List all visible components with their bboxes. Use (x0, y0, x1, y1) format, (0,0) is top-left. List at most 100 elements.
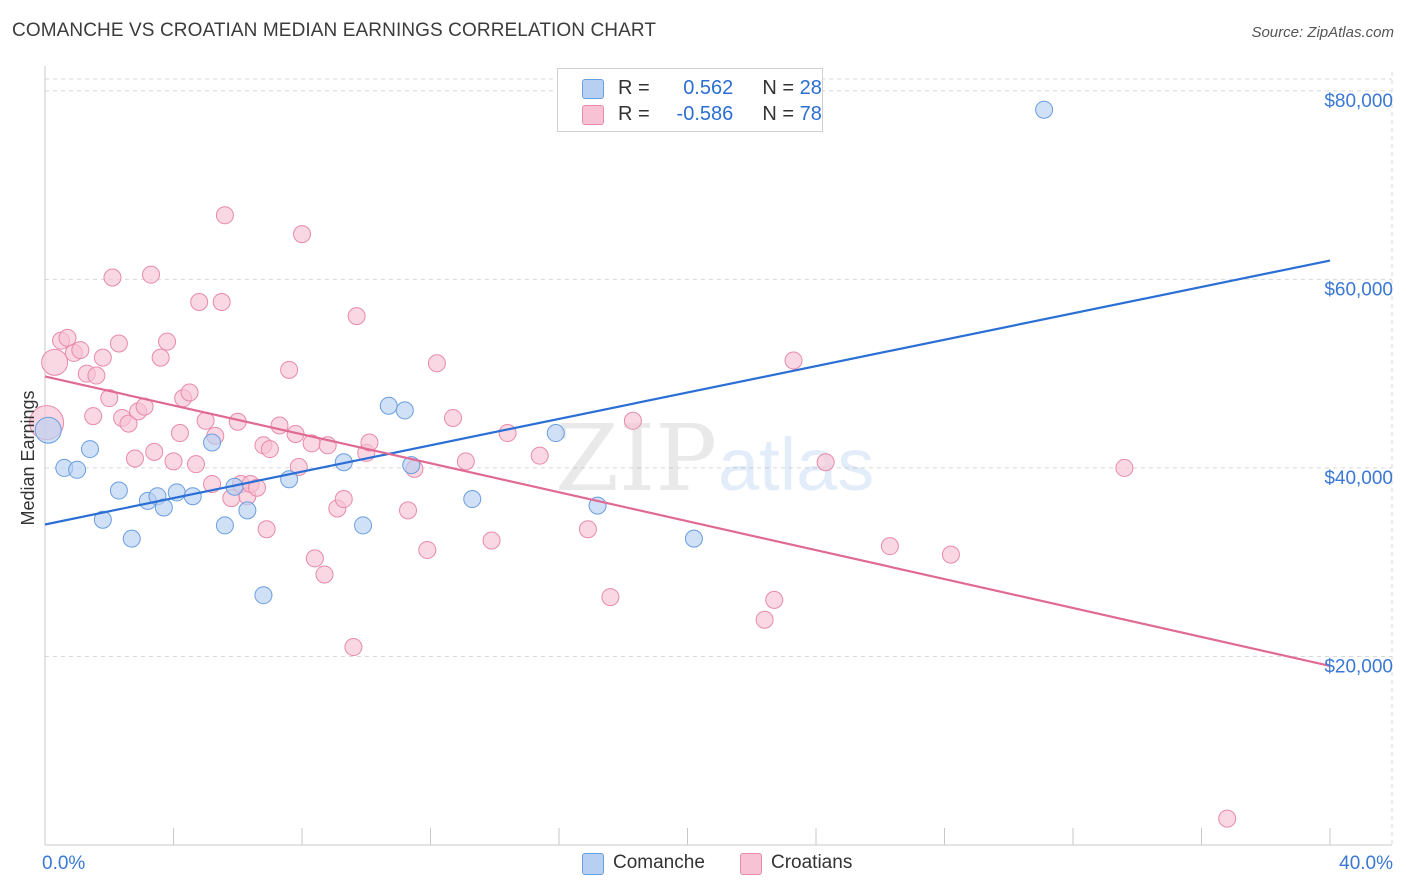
croatians-point (41, 348, 69, 376)
source-label: Source: ZipAtlas.com (1251, 24, 1394, 41)
croatians-point (1115, 458, 1134, 477)
croatians-point (880, 537, 899, 556)
croatians-point (164, 452, 183, 471)
comanche-point (122, 529, 141, 548)
y-tick-label: $60,000 (1324, 279, 1393, 300)
swatch-croatians (740, 853, 762, 875)
croatians-point (260, 440, 279, 459)
comanche-point (238, 501, 257, 520)
croatians-point (578, 520, 597, 539)
croatians-point (190, 293, 209, 312)
watermark-atlas: atlas (718, 423, 874, 506)
comanche-point (463, 490, 482, 509)
axis-labels: $20,000 $40,000 $60,000 $80,000 0.0% 40.0% Med… (18, 91, 1393, 874)
croatians-point (315, 565, 334, 584)
chart-title: COMANCHE VS CROATIAN MEDIAN EARNINGS COR… (12, 20, 657, 41)
croatians-point (816, 453, 835, 472)
y-axis-title: Median Earnings (18, 390, 38, 525)
x-tick-label: 40.0% (1339, 853, 1393, 874)
croatians-point (180, 383, 199, 402)
comanche-point (354, 516, 373, 535)
x-tick-label: 0.0% (42, 853, 85, 874)
croatians-point (601, 588, 620, 607)
legend-swatch-comanche (582, 79, 604, 99)
legend-r-value: -0.586 (676, 103, 734, 125)
legend-label-croatians: Croatians (771, 852, 853, 873)
legend-n-value: 28 (799, 77, 822, 99)
croatians-point (305, 549, 324, 568)
comanche-point (215, 516, 234, 535)
comanche-point (395, 401, 414, 420)
croatians-point (186, 455, 205, 474)
comanche-point (80, 440, 99, 459)
comanche-point (34, 416, 62, 444)
y-tick-label: $80,000 (1324, 91, 1393, 112)
croatians-point (248, 478, 267, 497)
croatians-point (100, 389, 119, 408)
axes (44, 66, 1392, 846)
croatians-point (427, 354, 446, 373)
trend-lines (44, 259, 1331, 667)
croatians-point (93, 348, 112, 367)
croatians-point (215, 206, 234, 225)
croatians-point (293, 225, 311, 244)
croatians-point (784, 351, 803, 370)
croatians-point (212, 293, 231, 312)
croatians-point (941, 545, 960, 564)
croatians-point (1218, 809, 1237, 828)
croatians-point (257, 520, 276, 539)
croatians-point (623, 411, 642, 430)
comanche-point (68, 460, 87, 479)
croatians-point (443, 408, 462, 427)
croatians-point (125, 449, 144, 468)
comanche-point (546, 424, 565, 443)
correlation-legend: R = 0.562 N = 28 R = -0.586 N = 78 (557, 68, 823, 132)
croatians-point (170, 424, 189, 443)
legend-n-label: N = (762, 103, 795, 125)
croatians-point (109, 334, 128, 353)
comanche-point (93, 510, 112, 529)
comanche-point (379, 396, 398, 415)
legend-r-value: 0.562 (683, 77, 734, 99)
croatians-point (498, 424, 517, 443)
croatians-point (84, 407, 103, 426)
croatians-point (71, 341, 90, 360)
croatians-point (530, 446, 549, 465)
croatians-point (151, 348, 170, 367)
croatians-point (755, 610, 774, 629)
croatians-point (58, 328, 77, 347)
comanche-point (109, 481, 128, 500)
croatians-point (399, 501, 418, 520)
swatch-comanche (582, 853, 604, 875)
croatians-point (482, 531, 501, 550)
comanche-point (1035, 100, 1054, 119)
croatians-point (456, 452, 475, 471)
comanche-point (684, 529, 703, 548)
croatians-point (280, 360, 299, 379)
croatians-point (142, 265, 161, 284)
croatians-point (360, 433, 379, 452)
comanche-point (254, 586, 273, 605)
legend-n-label: N = (762, 77, 795, 99)
croatians-point (87, 366, 106, 385)
croatians-point (145, 442, 164, 461)
croatians-point (418, 540, 437, 559)
grid-lines (45, 72, 1393, 845)
croatians-point (158, 332, 177, 351)
croatians-trend-line (44, 375, 1331, 667)
y-tick-label: $40,000 (1324, 468, 1393, 489)
croatians-point (347, 307, 366, 326)
croatians-point (765, 590, 784, 609)
legend-n-value: 78 (799, 103, 822, 125)
croatians-point (119, 414, 138, 433)
y-tick-label: $20,000 (1324, 656, 1393, 677)
croatians-point (344, 638, 363, 657)
comanche-point (203, 433, 222, 452)
legend-swatch-croatians (582, 105, 604, 125)
legend-r-label: R = (618, 103, 650, 125)
croatians-point (334, 490, 353, 509)
legend-label-comanche: Comanche (613, 852, 705, 873)
legend-r-label: R = (618, 77, 650, 99)
comanche-trend-line (44, 259, 1331, 526)
